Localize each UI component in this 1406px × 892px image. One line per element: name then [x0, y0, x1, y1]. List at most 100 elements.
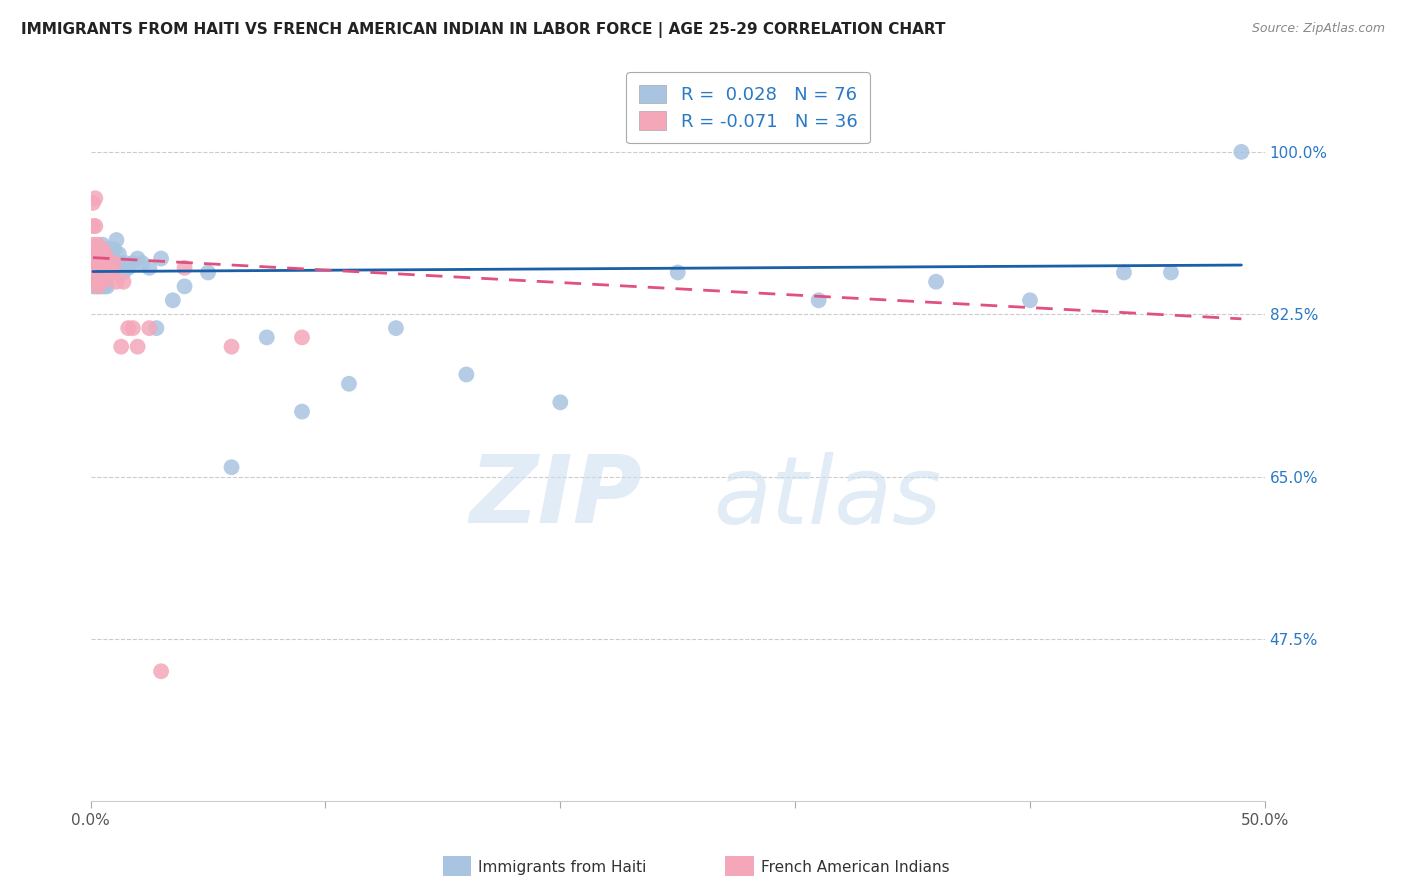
Point — [86, 279, 108, 293]
Point — [82, 279, 104, 293]
Point — [91, 279, 114, 293]
Point — [84, 279, 107, 293]
Text: French American Indians: French American Indians — [761, 860, 949, 874]
Point — [550, 395, 572, 409]
Point — [150, 252, 173, 266]
Point — [96, 270, 118, 285]
Point — [86, 265, 108, 279]
Point — [86, 270, 108, 285]
Point — [86, 270, 108, 285]
Point — [98, 242, 121, 256]
Point — [1230, 145, 1253, 159]
Point — [96, 256, 118, 270]
Point — [337, 376, 360, 391]
Point — [117, 321, 139, 335]
Point — [666, 265, 689, 279]
Point — [1019, 293, 1042, 308]
Point — [100, 265, 122, 279]
Point — [93, 279, 115, 293]
Point — [84, 256, 107, 270]
Point — [89, 247, 111, 261]
Point — [96, 247, 118, 261]
Point — [93, 242, 115, 256]
Point — [89, 247, 111, 261]
Point — [93, 265, 115, 279]
Point — [82, 260, 104, 275]
Point — [103, 242, 125, 256]
Point — [291, 330, 314, 344]
Point — [256, 330, 278, 344]
Text: atlas: atlas — [713, 451, 941, 543]
Point — [221, 460, 243, 475]
Point — [84, 191, 107, 205]
Point — [150, 665, 173, 679]
Point — [84, 252, 107, 266]
Point — [86, 252, 108, 266]
Point — [82, 237, 104, 252]
Point — [84, 242, 107, 256]
Point — [91, 265, 114, 279]
Point — [221, 340, 243, 354]
Point — [122, 256, 145, 270]
Point — [86, 260, 108, 275]
Point — [925, 275, 948, 289]
Point — [103, 256, 125, 270]
Point — [807, 293, 830, 308]
Point — [291, 404, 314, 418]
Point — [138, 321, 160, 335]
Point — [127, 252, 149, 266]
Point — [197, 265, 219, 279]
Point — [138, 260, 160, 275]
Point — [105, 233, 128, 247]
Point — [82, 270, 104, 285]
Point — [89, 265, 111, 279]
Point — [86, 256, 108, 270]
Point — [84, 275, 107, 289]
Point — [91, 260, 114, 275]
Point — [93, 247, 115, 261]
Point — [127, 340, 149, 354]
Point — [91, 237, 114, 252]
Point — [100, 247, 122, 261]
Point — [86, 279, 108, 293]
Point — [84, 260, 107, 275]
Point — [173, 279, 195, 293]
Point — [86, 275, 108, 289]
Point — [84, 247, 107, 261]
Point — [84, 265, 107, 279]
Point — [105, 275, 128, 289]
Text: Immigrants from Haiti: Immigrants from Haiti — [478, 860, 647, 874]
Point — [86, 247, 108, 261]
Point — [105, 260, 128, 275]
Point — [110, 256, 132, 270]
Point — [84, 260, 107, 275]
Legend: R =  0.028   N = 76, R = -0.071   N = 36: R = 0.028 N = 76, R = -0.071 N = 36 — [627, 72, 870, 144]
Point — [115, 256, 138, 270]
Point — [110, 340, 132, 354]
Point — [131, 256, 153, 270]
Point — [173, 260, 195, 275]
Text: IMMIGRANTS FROM HAITI VS FRENCH AMERICAN INDIAN IN LABOR FORCE | AGE 25-29 CORRE: IMMIGRANTS FROM HAITI VS FRENCH AMERICAN… — [21, 22, 946, 38]
Point — [1160, 265, 1182, 279]
Point — [91, 247, 114, 261]
Point — [93, 252, 115, 266]
Point — [112, 275, 135, 289]
Point — [82, 195, 104, 210]
Point — [89, 279, 111, 293]
Point — [91, 242, 114, 256]
Point — [89, 252, 111, 266]
Point — [86, 242, 108, 256]
Point — [89, 260, 111, 275]
Point — [93, 260, 115, 275]
Point — [86, 260, 108, 275]
Point — [84, 219, 107, 233]
Point — [82, 219, 104, 233]
Point — [456, 368, 478, 382]
Point — [86, 237, 108, 252]
Point — [89, 256, 111, 270]
Point — [96, 252, 118, 266]
Point — [117, 260, 139, 275]
Point — [112, 265, 135, 279]
Point — [107, 247, 129, 261]
Point — [86, 252, 108, 266]
